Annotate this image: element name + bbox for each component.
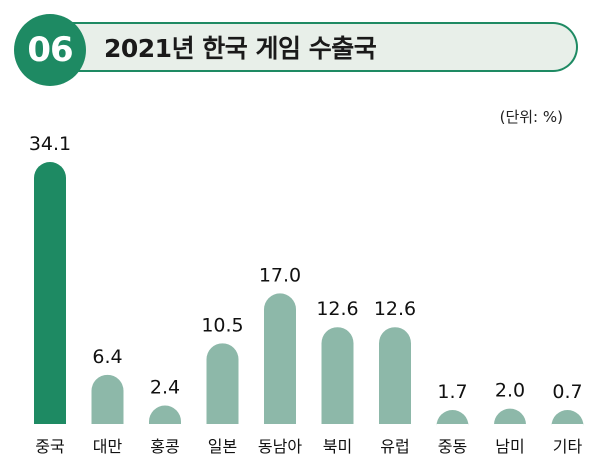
bar-3 bbox=[206, 343, 239, 424]
category-label-1: 대만 bbox=[93, 437, 123, 456]
category-label-0: 중국 bbox=[35, 437, 64, 456]
bar-6 bbox=[379, 327, 411, 424]
value-label-7: 1.7 bbox=[437, 381, 467, 403]
category-label-4: 동남아 bbox=[258, 437, 302, 456]
value-label-0: 34.1 bbox=[29, 133, 71, 155]
category-label-2: 홍콩 bbox=[150, 437, 179, 456]
value-label-9: 0.7 bbox=[552, 381, 582, 403]
bar-2 bbox=[149, 405, 181, 424]
category-label-7: 중동 bbox=[438, 437, 467, 456]
category-label-9: 기타 bbox=[553, 437, 583, 456]
bar-8 bbox=[494, 408, 526, 425]
chart-title-bar: 2021년 한국 게임 수출국 bbox=[64, 22, 578, 72]
chart-title: 2021년 한국 게임 수출국 bbox=[104, 34, 377, 63]
value-label-2: 2.4 bbox=[150, 377, 180, 399]
unit-label: (단위: %) bbox=[499, 108, 563, 126]
value-label-4: 17.0 bbox=[259, 264, 301, 286]
bar-7 bbox=[436, 410, 469, 426]
value-label-1: 6.4 bbox=[92, 346, 122, 368]
bar-5 bbox=[321, 327, 354, 424]
value-label-6: 12.6 bbox=[374, 298, 416, 320]
bar-9 bbox=[551, 410, 584, 426]
category-label-6: 유럽 bbox=[380, 437, 409, 456]
bar-4 bbox=[264, 293, 296, 424]
category-label-5: 북미 bbox=[323, 437, 352, 456]
chart-header: 06 2021년 한국 게임 수출국 bbox=[0, 0, 597, 90]
bar-1 bbox=[91, 374, 124, 424]
chart-number-badge: 06 bbox=[14, 14, 86, 86]
value-label-5: 12.6 bbox=[316, 298, 358, 320]
category-label-3: 일본 bbox=[208, 437, 237, 456]
category-label-8: 남미 bbox=[495, 437, 524, 456]
value-label-3: 10.5 bbox=[201, 314, 243, 336]
bar-0 bbox=[34, 162, 66, 424]
value-label-8: 2.0 bbox=[495, 380, 525, 402]
